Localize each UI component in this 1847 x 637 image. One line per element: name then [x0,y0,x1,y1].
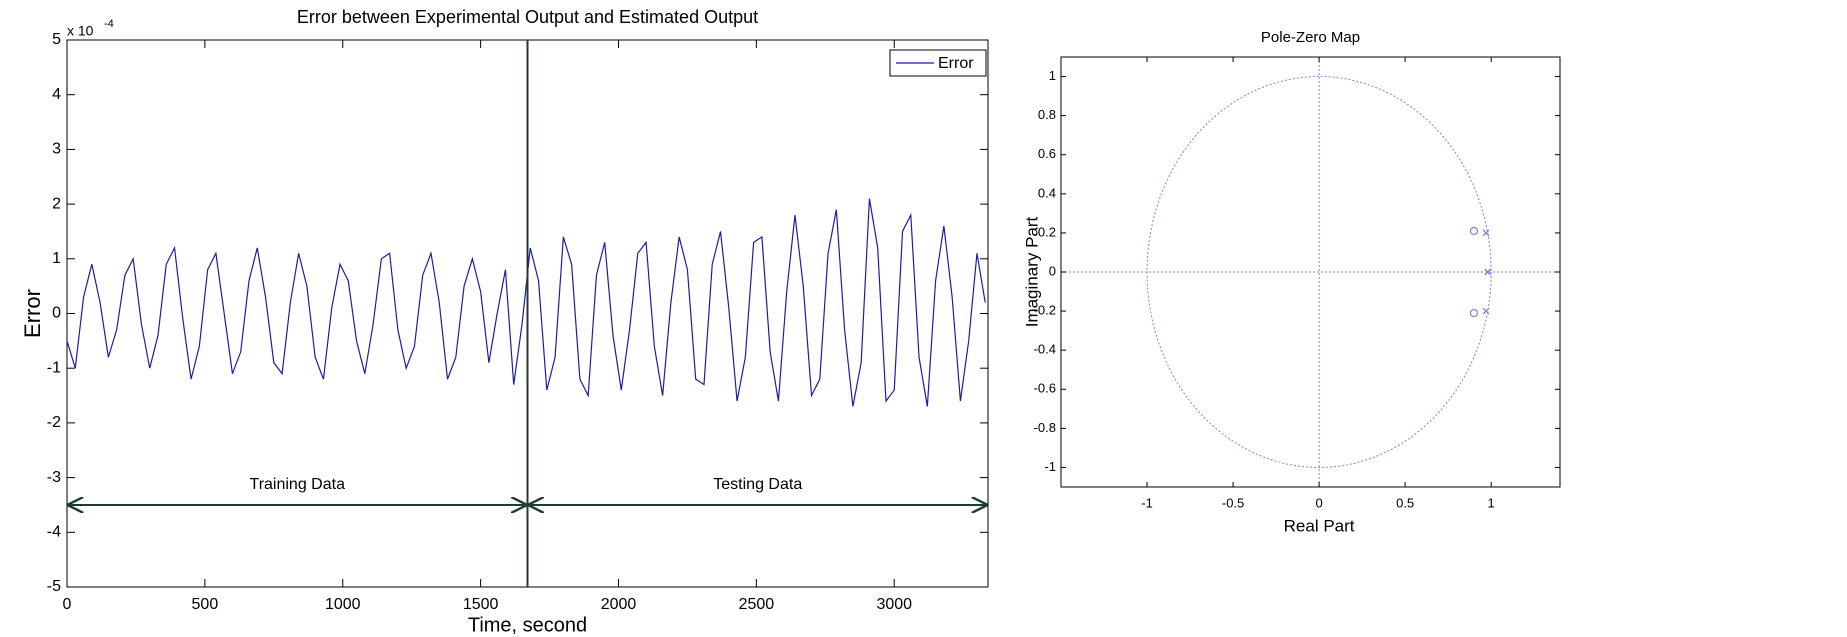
y-tick-label: -0.6 [1034,381,1056,396]
span-label: Testing Data [713,476,802,493]
zero [1469,308,1479,318]
x-tick-label: 0.5 [1396,495,1414,510]
chart-title: Pole-Zero Map [1261,29,1360,46]
y-tick-label: 1 [52,250,61,267]
y-axis-label: Imaginary Part [1022,216,1041,327]
chart-title: Error between Experimental Output and Es… [297,7,758,27]
x-axis-label: Time, second [468,614,587,636]
y-tick-label: 2 [52,195,61,212]
x-tick-label: 1000 [325,596,361,613]
y-tick-label: 0.4 [1038,185,1056,200]
y-tick-label: 1 [1049,68,1056,83]
x-tick-label: 0 [63,596,72,613]
x-tick-label: 2500 [739,596,775,613]
x-tick-label: 2000 [601,596,637,613]
y-tick-label: -5 [47,578,61,595]
y-tick-label: 0 [1049,263,1056,278]
y-axis-label: Error [20,289,45,338]
x-tick-label: 500 [192,596,219,613]
x-tick-label: 0 [1315,495,1322,510]
pole [1482,229,1490,237]
pole [1482,307,1490,315]
y-tick-label: -1 [47,359,61,376]
y-tick-label: -2 [47,414,61,431]
y-tick-label: 0.8 [1038,107,1056,122]
zero [1469,226,1479,236]
pole [1484,268,1492,276]
y-tick-label: 5 [52,31,61,48]
y-tick-label: -4 [47,524,61,541]
x-tick-label: 1500 [463,596,499,613]
x-tick-label: 3000 [876,596,912,613]
x-tick-label: -0.5 [1222,495,1244,510]
span-label: Training Data [250,476,346,493]
y-tick-label: 3 [52,141,61,158]
y-tick-label: 4 [52,86,61,103]
y-tick-label: 0 [52,305,61,322]
x-tick-label: 1 [1488,495,1495,510]
data-line [66,198,986,407]
y-multiplier: x 10 [67,23,94,39]
y-tick-label: 0.2 [1038,224,1056,239]
legend-label: Error [938,55,974,72]
y-multiplier-exponent: -4 [104,18,114,30]
x-tick-label: -1 [1141,495,1153,510]
y-tick-label: -0.8 [1034,420,1056,435]
y-tick-label: -0.4 [1034,342,1056,357]
y-tick-label: 0.6 [1038,146,1056,161]
unit-circle [1146,76,1492,468]
y-tick-label: -0.2 [1034,303,1056,318]
x-axis-label: Real Part [1284,516,1355,535]
y-tick-label: -1 [1044,459,1056,474]
y-tick-label: -3 [47,469,61,486]
